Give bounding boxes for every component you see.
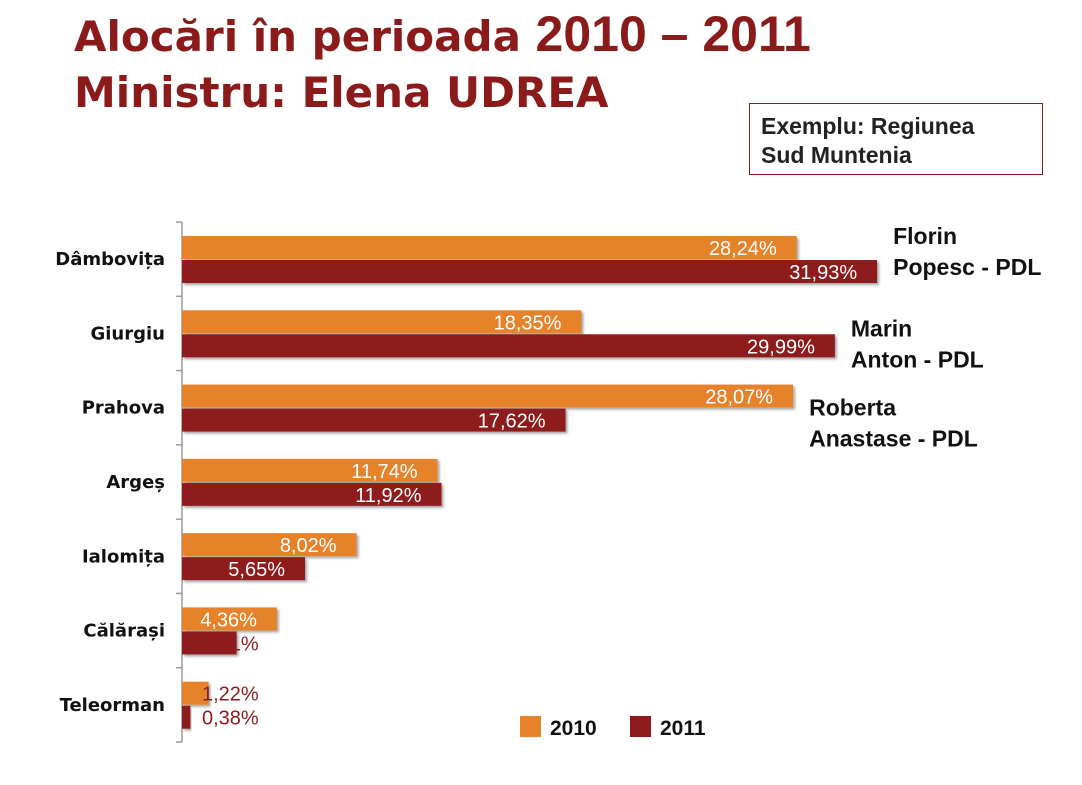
bar-2010: [182, 533, 357, 557]
minister-annotation: Florin: [893, 223, 957, 249]
bar-2011: [182, 408, 566, 432]
data-label: 17,62%: [478, 411, 546, 433]
bar-2010: [182, 310, 582, 334]
legend-swatch-2011: [630, 716, 651, 737]
category-label: Argeș: [106, 472, 165, 493]
data-label: 8,02%: [280, 535, 337, 557]
data-label: 28,07%: [705, 387, 773, 409]
minister-annotation: Anton - PDL: [851, 346, 984, 372]
bar-2010: [182, 681, 209, 705]
legend-label-2011: 2011: [660, 717, 706, 740]
data-label: 4,36%: [200, 609, 257, 631]
data-label: 11,92%: [355, 485, 422, 507]
example-box: Exemplu: Regiunea Sud Muntenia: [749, 103, 1043, 175]
bar-2011: [182, 631, 237, 655]
bar-2011: [182, 705, 191, 729]
page-title: Alocări în perioada 2010 – 2011 Ministru…: [74, 6, 811, 121]
example-line-2: Sud Muntenia: [761, 142, 912, 168]
bar-2011: [182, 482, 442, 506]
bar-2011: [182, 557, 306, 581]
data-label: 11,74%: [351, 461, 418, 483]
category-label: Prahova: [82, 398, 165, 419]
data-label: 2,51%: [202, 633, 259, 655]
data-label: 0,38%: [202, 708, 259, 730]
bar-2010: [182, 607, 277, 631]
legend-label-2010: 2010: [550, 717, 597, 740]
data-label: 31,93%: [789, 262, 857, 284]
category-label: Dâmbovița: [55, 249, 165, 270]
data-label: 29,99%: [747, 336, 815, 358]
category-label: Teleorman: [60, 695, 165, 716]
example-line-1: Exemplu: Regiunea: [761, 113, 975, 139]
bar-2010: [182, 236, 797, 259]
category-label: Giurgiu: [90, 323, 165, 344]
bar-2011: [182, 260, 878, 283]
minister-annotation: Marin: [851, 315, 912, 341]
data-label: 5,65%: [228, 559, 285, 581]
bar-2011: [182, 334, 835, 358]
bar-2010: [182, 458, 438, 482]
minister-annotation: Roberta: [809, 395, 896, 421]
category-label: Ialomița: [82, 546, 165, 567]
title-text: Alocări în perioada: [74, 12, 536, 61]
data-label: 28,24%: [709, 238, 777, 260]
bar-2010: [182, 384, 794, 408]
title-years: 2010 – 2011: [535, 6, 811, 62]
title-line-1: Alocări în perioada 2010 – 2011: [74, 6, 811, 65]
category-label: Călărași: [83, 621, 165, 642]
title-line-2: Ministru: Elena UDREA: [74, 68, 609, 117]
data-label: 18,35%: [494, 312, 562, 334]
minister-annotation: Anastase - PDL: [809, 426, 978, 452]
data-label: 1,22%: [202, 684, 259, 706]
legend-swatch-2010: [520, 716, 541, 737]
minister-annotation: Popesc - PDL: [893, 254, 1041, 280]
